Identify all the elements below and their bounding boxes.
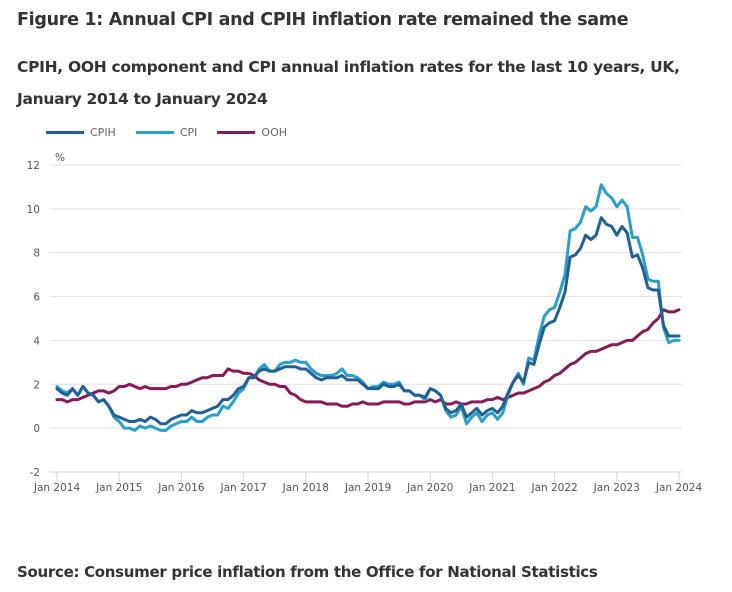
series-lines [55, 183, 681, 432]
x-tick-label: Jan 2016 [157, 482, 205, 494]
series-line-cpih [55, 216, 681, 426]
y-axis-unit-label: % [55, 152, 65, 164]
y-tick-label: 8 [33, 248, 40, 260]
y-tick-label: 12 [27, 160, 40, 172]
y-tick-label: 4 [33, 335, 40, 347]
x-tick-label: Jan 2014 [33, 482, 81, 494]
x-axis: Jan 2014 Jan 2015 Jan 2016 Jan 2017 Jan 2018… [33, 471, 703, 494]
legend-label-ooh: OOH [261, 125, 287, 139]
series-line-cpi [55, 183, 681, 432]
x-tick-label: Jan 2019 [344, 482, 391, 494]
y-axis: -2 0 2 4 6 8 10 12 [27, 160, 41, 479]
x-tick-label: Jan 2020 [406, 482, 453, 494]
legend-item-cpih: CPIH [46, 126, 116, 139]
x-tick-label: Jan 2021 [468, 482, 515, 494]
figure-source: Source: Consumer price inflation from th… [17, 563, 598, 581]
legend-swatch-cpi [135, 130, 174, 134]
legend-label-cpi: CPI [179, 125, 198, 139]
x-tick-label: Jan 2023 [593, 482, 640, 494]
legend-label-cpih: CPIH [90, 125, 116, 139]
y-tick-label: 2 [33, 379, 40, 391]
x-tick-label: Jan 2024 [655, 482, 703, 494]
y-tick-label: 10 [27, 204, 40, 216]
figure-title: Figure 1: Annual CPI and CPIH inflation … [17, 10, 629, 30]
y-tick-label: -2 [30, 467, 40, 479]
legend-swatch-cpih [46, 130, 84, 134]
legend-swatch-ooh [217, 130, 256, 134]
legend-item-ooh: OOH [217, 126, 287, 139]
x-tick-label: Jan 2022 [530, 482, 577, 494]
grid-lines [50, 164, 682, 429]
y-tick-label: 6 [33, 292, 40, 304]
series-line-ooh [55, 308, 681, 408]
figure-subtitle: CPIH, OOH component and CPI annual infla… [17, 58, 680, 108]
chart-legend: CPIH CPI OOH [46, 124, 307, 140]
x-tick-label: Jan 2018 [282, 482, 329, 494]
y-tick-label: 0 [33, 423, 40, 435]
x-tick-label: Jan 2015 [95, 482, 142, 494]
legend-item-cpi: CPI [135, 125, 198, 139]
x-tick-label: Jan 2017 [219, 482, 266, 494]
